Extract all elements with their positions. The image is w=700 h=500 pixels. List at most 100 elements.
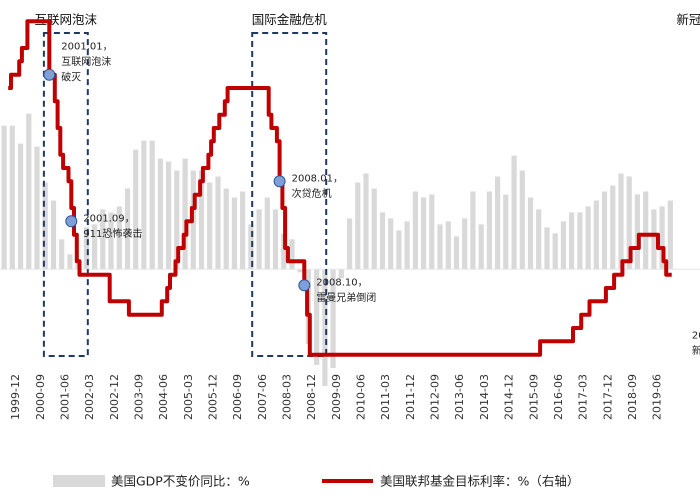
gdp-bar [67, 254, 73, 270]
event-annotation: 次贷危机 [292, 187, 332, 200]
x-tick-label: 2011-12 [404, 374, 417, 420]
event-annotation: 2020.03.0 [692, 331, 700, 342]
gdp-bar [166, 161, 172, 270]
x-tick-label: 2002-03 [83, 374, 96, 420]
gdp-bar [322, 269, 328, 386]
gdp-bar [412, 191, 418, 270]
gdp-bar [281, 233, 287, 270]
event-marker [298, 279, 311, 292]
gdp-bar [149, 140, 155, 270]
gdp-bar [141, 140, 147, 270]
gdp-bar [289, 239, 295, 270]
gdp-bar [314, 269, 320, 365]
gdp-bar [527, 197, 534, 270]
fed-rate-path [8, 19, 672, 357]
x-tick-label: 2007-06 [256, 374, 269, 420]
gdp-bar [231, 197, 237, 270]
x-tick-label: 1999-12 [9, 374, 22, 420]
gdp-bar [18, 143, 24, 270]
gdp-bar [536, 209, 542, 270]
x-tick-label: 2004-06 [157, 374, 170, 420]
gdp-bar [116, 206, 122, 270]
x-tick-label: 2015-09 [527, 374, 540, 420]
gdp-bar [519, 170, 525, 270]
event-annotation: 911恐怖袭击 [83, 227, 142, 240]
gdp-bar [133, 149, 139, 270]
gdp-bar [634, 194, 640, 270]
gdp-bar [552, 233, 558, 270]
gdp-bar [470, 191, 476, 270]
gdp-bars [1, 113, 673, 386]
x-tick-label: 2019-06 [651, 374, 664, 420]
gdp-bar [503, 194, 509, 270]
x-tick-label: 2003-09 [133, 374, 146, 420]
gdp-bar [223, 188, 229, 270]
gdp-bar [453, 236, 460, 270]
event-annotation: 2001.01， [61, 42, 112, 53]
crisis-box [42, 32, 89, 357]
gdp-bar [182, 158, 188, 270]
gdp-bar [577, 212, 583, 270]
gdp-bar [544, 227, 550, 270]
x-tick-label: 2008-12 [305, 374, 318, 420]
gdp-bar [379, 212, 386, 270]
gdp-bar [651, 209, 657, 270]
gdp-bar [174, 170, 180, 270]
x-tick-label: 2010-06 [355, 374, 368, 420]
gdp-bar [50, 200, 57, 270]
gdp-bar [124, 188, 131, 270]
legend-label-fed: 美国联邦基金目标利率：%（右轴） [380, 474, 579, 489]
x-tick-label: 2016-06 [552, 374, 565, 420]
gdp-bar [667, 200, 673, 270]
gdp-bar [569, 212, 575, 270]
fed-rate-line [8, 19, 672, 357]
gdp-bar [495, 176, 501, 270]
gdp-bar [560, 221, 566, 270]
gdp-bar [445, 221, 451, 270]
gdp-bar [34, 146, 40, 270]
gdp-bar [618, 173, 624, 270]
gdp-bar [486, 191, 492, 270]
x-tick-label: 2017-03 [577, 374, 590, 420]
gdp-bar [108, 212, 114, 270]
gdp-bar [610, 185, 616, 270]
gdp-bar [9, 125, 15, 270]
gdp-bar [157, 158, 163, 270]
x-tick-label: 2017-12 [601, 374, 614, 420]
gdp-bar [92, 224, 98, 270]
crisis-box [251, 32, 328, 357]
x-tick-label: 2005-03 [182, 374, 195, 420]
event-annotation: 2008.01， [292, 173, 343, 184]
x-tick-label: 2005-12 [207, 374, 220, 420]
gdp-bar [347, 218, 353, 270]
gdp-bar [585, 206, 591, 270]
x-tick-label: 2018-09 [626, 374, 639, 420]
x-tick-label: 2008-03 [281, 374, 294, 420]
x-tick-label: 2011-03 [379, 374, 392, 420]
gdp-bar [363, 173, 369, 270]
crisis-title: 新冠疫情 [676, 12, 700, 27]
legend: 美国GDP不变价同比：% 美国联邦基金目标利率：%（右轴） [53, 474, 579, 489]
event-marker [43, 68, 56, 81]
event-marker [65, 215, 78, 228]
gdp-bar [437, 224, 443, 270]
x-tick-label: 2001-06 [58, 374, 71, 420]
gdp-bar [404, 221, 410, 270]
gdp-bar [256, 209, 262, 270]
x-tick-label: 2012-09 [429, 374, 442, 420]
event-annotation: 破灭 [61, 71, 81, 84]
gdp-bar [338, 269, 344, 279]
gdp-bar [396, 230, 402, 270]
gdp-bar [421, 197, 427, 270]
x-tick-label: 2013-06 [453, 374, 466, 420]
event-annotation: 雷曼兄弟倒闭 [316, 291, 376, 304]
gdp-bar [272, 209, 279, 270]
gdp-bar [207, 182, 213, 270]
gdp-bar [26, 113, 32, 270]
gdp-bar [601, 191, 608, 270]
gdp-bar [248, 224, 254, 270]
event-annotation: 新冠疫情 [692, 344, 700, 357]
gdp-bar [355, 182, 361, 270]
